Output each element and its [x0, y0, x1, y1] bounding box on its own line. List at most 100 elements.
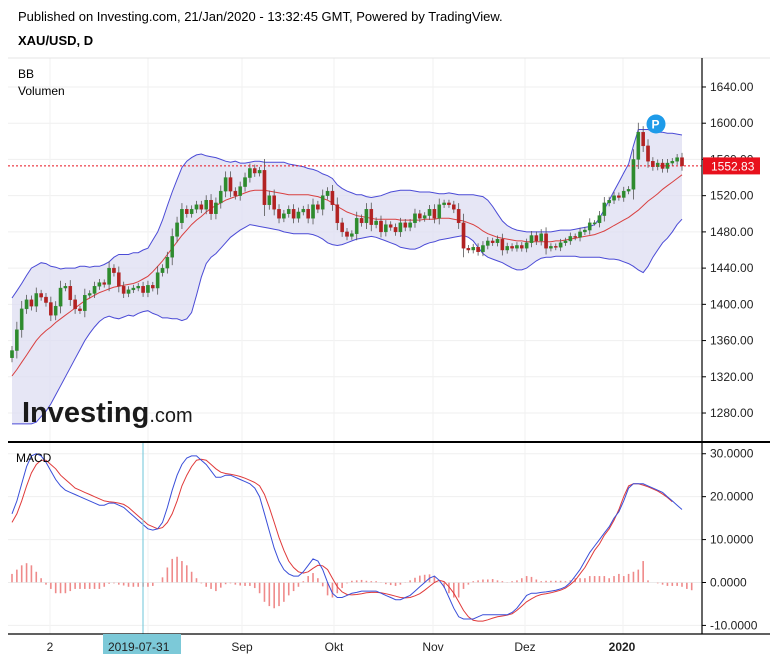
candle-up: [422, 215, 427, 219]
macd-lines: [11, 453, 683, 622]
candle-down: [379, 220, 383, 233]
candle-up: [126, 289, 131, 294]
candlestick-series: [10, 122, 684, 363]
candle-down: [500, 238, 505, 251]
candle-up: [636, 132, 641, 160]
candle-up: [505, 246, 510, 251]
candle-up: [602, 202, 607, 216]
candle-up: [374, 220, 378, 225]
candle-down: [277, 209, 281, 219]
candle-down: [680, 157, 684, 167]
candle-down: [345, 231, 349, 237]
candle-down: [466, 247, 471, 251]
candle-down: [456, 209, 461, 224]
candle-down: [418, 213, 422, 219]
candle-up: [413, 213, 417, 224]
candle-down: [44, 296, 48, 303]
candle-up: [670, 161, 675, 164]
price-tick-label: 1600.00: [710, 116, 754, 130]
event-marker[interactable]: [646, 114, 666, 134]
candle-up: [131, 287, 136, 291]
candle-up: [350, 233, 354, 237]
candle-down: [117, 272, 121, 287]
candle-up: [621, 190, 626, 198]
candle-down: [359, 218, 364, 224]
candle-up: [592, 222, 597, 225]
candle-down: [388, 224, 393, 228]
time-tick-label: Okt: [325, 640, 344, 654]
candle-down: [228, 177, 233, 192]
price-tick-label: 1520.00: [710, 189, 754, 203]
candle-up: [15, 329, 19, 351]
candle-up: [223, 177, 228, 192]
price-tick-label: 1360.00: [710, 334, 754, 348]
candle-up: [578, 231, 582, 238]
candle-down: [78, 308, 82, 311]
candle-down: [121, 286, 126, 294]
time-tick-label: Sep: [231, 640, 253, 654]
candle-up: [583, 229, 587, 233]
candle-up: [325, 190, 330, 196]
candle-down: [403, 222, 408, 228]
candle-up: [631, 159, 636, 190]
candle-up: [515, 245, 519, 249]
price-tick-label: 1440.00: [710, 261, 754, 275]
macd-histogram: [8, 556, 702, 609]
candle-down: [39, 293, 43, 298]
candle-down: [262, 170, 267, 205]
price-tick-label: 1280.00: [710, 406, 754, 420]
candle-down: [272, 195, 276, 210]
candle-down: [461, 222, 466, 249]
candle-up: [24, 299, 29, 310]
candle-down: [617, 195, 621, 198]
symbol-title: XAU/USD, D: [18, 33, 94, 48]
macd-tick-label: 20.0000: [710, 490, 754, 504]
candle-down: [651, 161, 655, 167]
candle-down: [519, 245, 524, 249]
macd-tick-label: 30.0000: [710, 447, 754, 461]
candle-up: [146, 285, 150, 293]
candle-down: [209, 199, 213, 214]
candle-down: [432, 209, 437, 219]
candle-down: [184, 209, 189, 214]
candle-down: [452, 204, 456, 210]
candle-down: [291, 209, 296, 219]
candle-down: [29, 299, 34, 307]
candle-up: [384, 224, 388, 233]
candle-up: [442, 202, 446, 205]
candle-up: [160, 267, 165, 273]
candle-up: [180, 209, 184, 224]
candle-down: [490, 240, 495, 243]
candle-up: [194, 204, 199, 210]
candle-up: [612, 195, 616, 201]
candle-down: [553, 246, 558, 248]
bb-lower-line: [12, 218, 683, 425]
candle-up: [481, 245, 485, 253]
candle-up: [485, 240, 490, 246]
candle-down: [646, 145, 650, 162]
time-tick-label: Nov: [422, 640, 443, 654]
candle-down: [335, 204, 340, 224]
candle-up: [92, 286, 97, 294]
price-axis: 1280.00 1320.00 1360.00 1400.00 1440.00 1480.…: [702, 80, 754, 420]
cursor-date-label: 2019-07-31: [108, 640, 170, 654]
candle-up: [267, 195, 272, 205]
investing-logo: Investing.com: [22, 397, 193, 429]
candle-down: [141, 286, 145, 293]
candle-up: [248, 168, 252, 178]
publish-line: Published on Investing.com, 21/Jan/2020 …: [18, 9, 503, 24]
candle-up: [243, 177, 247, 187]
candle-down: [73, 299, 77, 310]
macd-tick-label: 0.0000: [710, 575, 747, 589]
candle-up: [354, 218, 359, 234]
candle-up: [286, 209, 291, 214]
cursor-date-tag: [103, 634, 181, 654]
candle-up: [563, 240, 568, 243]
candle-up: [524, 242, 529, 249]
candle-down: [330, 190, 335, 205]
volume-indicator-label: Volumen: [18, 84, 65, 98]
candle-up: [282, 213, 286, 219]
price-grid: [8, 58, 702, 442]
bb-upper-line: [11, 129, 683, 299]
